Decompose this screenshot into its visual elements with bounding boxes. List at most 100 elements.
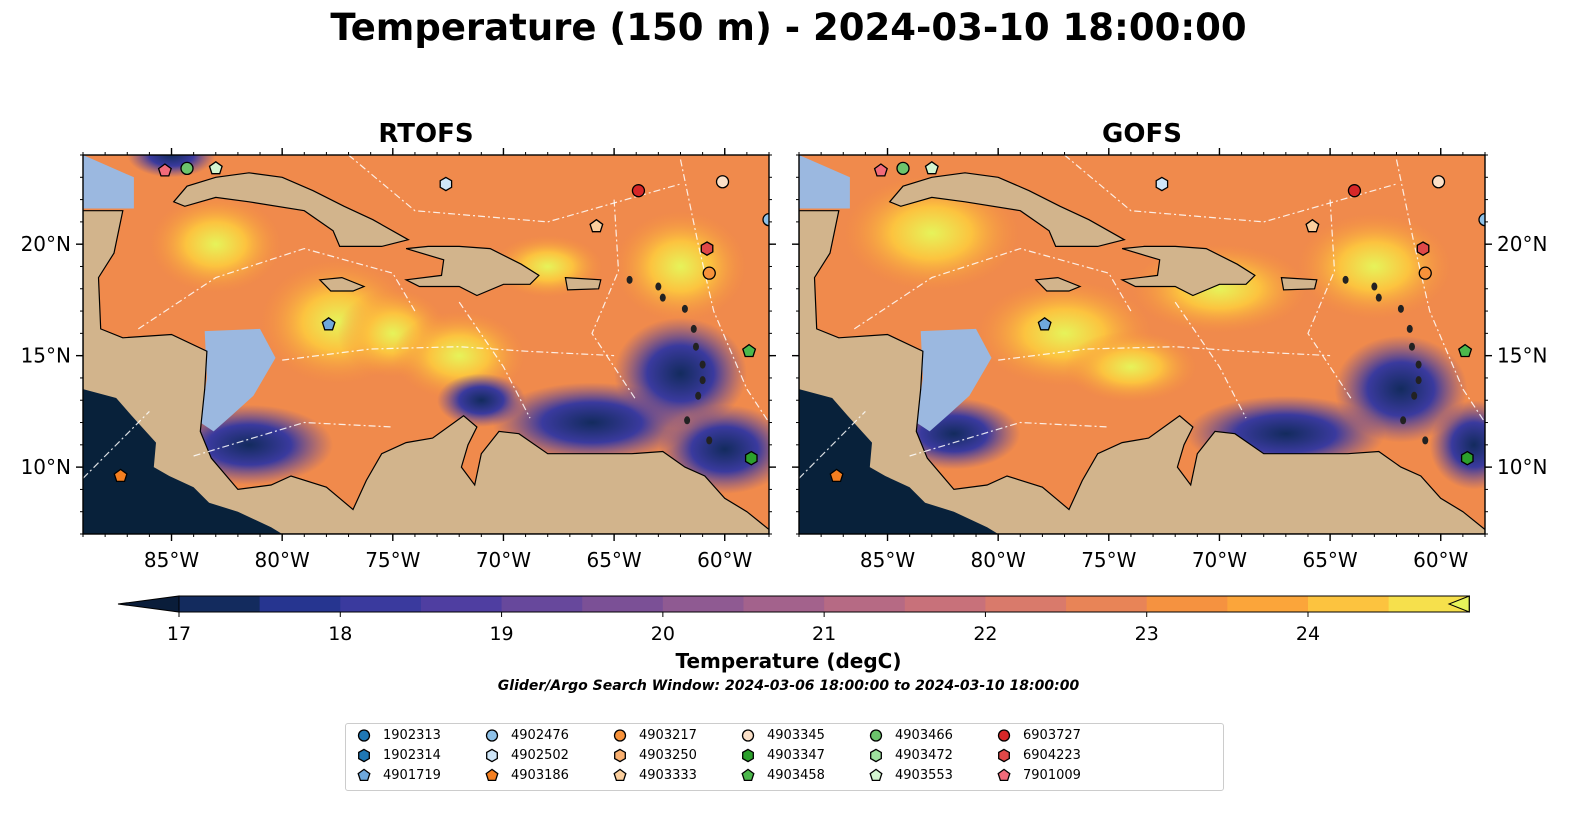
circle-marker-icon xyxy=(741,729,755,742)
legend-label: 4901719 xyxy=(383,767,441,783)
eez-boundary-gofs-5 xyxy=(909,421,1109,457)
float-gofs-6904223 xyxy=(1416,241,1430,256)
float-rtofs-4902502 xyxy=(439,176,453,192)
lon-tick-label: 70°W xyxy=(1192,548,1247,572)
float-rtofs-6903727 xyxy=(631,184,646,198)
island-rtofs-1 xyxy=(690,324,697,333)
colorbar-bin xyxy=(904,596,986,612)
warm-eddy-rtofs-4 xyxy=(614,210,747,323)
lon-tick-label: 80°W xyxy=(971,548,1026,572)
float-rtofs-4903345 xyxy=(715,175,730,189)
eez-boundary-gofs-4 xyxy=(1395,159,1485,423)
colorbar-bin xyxy=(259,596,341,612)
float-gofs-4903186 xyxy=(829,468,844,483)
eez-boundary-rtofs-3 xyxy=(591,199,637,401)
circle-marker-icon xyxy=(997,729,1011,742)
legend-item-4903333: 4903333 xyxy=(612,766,697,784)
legend-item-4903186: 4903186 xyxy=(484,766,569,784)
float-gofs-4903217 xyxy=(1418,266,1432,280)
legend-item-4903345: 4903345 xyxy=(740,726,825,744)
legend-marker xyxy=(741,768,755,782)
eez-boundary-gofs-3 xyxy=(1307,199,1353,401)
panel-title-gofs: GOFS xyxy=(1102,119,1182,149)
lon-tick-label: 65°W xyxy=(1302,548,1357,572)
float-gofs-7901009 xyxy=(873,163,888,177)
eez-boundary-gofs-6 xyxy=(799,410,866,479)
legend-item-1902313: 1902313 xyxy=(356,726,441,744)
colorbar-bin xyxy=(743,596,825,612)
legend-marker xyxy=(742,748,754,763)
legend-label: 4903553 xyxy=(895,767,953,783)
island-rtofs-9 xyxy=(655,282,662,291)
eez-boundary-rtofs-1 xyxy=(282,346,615,361)
island-rtofs-8 xyxy=(626,275,633,284)
colorbar-bin xyxy=(662,596,744,612)
legend-item-6904223: 6904223 xyxy=(996,746,1081,764)
map-frame xyxy=(82,154,770,535)
float-gofs-4902476 xyxy=(1478,213,1485,227)
legend-label: 4903466 xyxy=(895,727,953,743)
float-rtofs-4903553 xyxy=(208,161,223,175)
colorbar-bin xyxy=(1308,596,1390,612)
hexagon-marker-icon xyxy=(742,748,754,763)
lon-tick-label: 85°W xyxy=(860,548,915,572)
colorbar-bin xyxy=(824,596,906,612)
cool-eddy-rtofs-8 xyxy=(614,317,747,430)
legend-item-4903217: 4903217 xyxy=(612,726,697,744)
colorbar-tick-label: 24 xyxy=(1296,623,1320,645)
island-rtofs-6 xyxy=(684,416,691,425)
float-rtofs-4903186 xyxy=(113,468,128,483)
legend-marker xyxy=(997,768,1011,782)
colorbar-bin xyxy=(1066,596,1148,612)
island-gofs-9 xyxy=(1371,282,1378,291)
legend-marker xyxy=(869,729,883,742)
float-rtofs-4903458 xyxy=(742,343,757,358)
legend-label: 4903217 xyxy=(639,727,697,743)
colorbar-bin xyxy=(1146,596,1228,612)
map-panel-gofs: 85°W 80°W 75°W 70°W 65°W 60°W 10°N 15°N 20°N xyxy=(792,148,1547,572)
shelf-yucatan xyxy=(83,155,134,209)
search-window-note: Glider/Argo Search Window: 2024-03-06 18… xyxy=(497,678,1080,694)
land-hispaniola xyxy=(1120,245,1256,297)
hexagon-marker-icon xyxy=(358,748,370,763)
legend-item-4903250: 4903250 xyxy=(612,746,697,764)
hexagon-marker-icon xyxy=(998,748,1010,763)
pentagon-marker-icon xyxy=(869,768,883,782)
colorbar-extend-low xyxy=(117,595,180,613)
legend-label: 1902314 xyxy=(383,747,441,763)
land-jamaica xyxy=(1034,276,1082,292)
lat-tick-label: 10°N xyxy=(1497,455,1547,479)
circle-marker-icon xyxy=(613,729,627,742)
lat-tick-label: 20°N xyxy=(1497,232,1547,256)
pentagon-marker-icon xyxy=(741,768,755,782)
float-gofs-4903347 xyxy=(1460,450,1474,466)
shelf-nicaragua xyxy=(200,328,276,432)
lon-tick-label: 85°W xyxy=(144,548,199,572)
island-gofs-7 xyxy=(1422,436,1429,445)
island-gofs-10 xyxy=(1375,293,1382,302)
island-rtofs-0 xyxy=(681,304,688,313)
eez-boundary-rtofs-2 xyxy=(458,301,531,419)
cool-eddy-rtofs-10 xyxy=(437,373,526,427)
float-gofs-4902502 xyxy=(1155,176,1169,192)
pentagon-marker-icon xyxy=(357,768,371,782)
lon-tick-label: 70°W xyxy=(476,548,531,572)
land-jamaica xyxy=(318,276,366,292)
legend-item-4901719: 4901719 xyxy=(356,766,441,784)
legend-marker xyxy=(357,768,371,782)
eez-boundary-gofs-7 xyxy=(1064,155,1397,223)
float-gofs-4903466 xyxy=(896,161,910,176)
island-rtofs-4 xyxy=(699,376,706,385)
float-rtofs-4901719 xyxy=(321,316,336,331)
eez-boundary-rtofs-0 xyxy=(137,247,416,330)
colorbar-tick-label: 21 xyxy=(812,623,836,645)
float-gofs-4903458 xyxy=(1458,343,1473,358)
lon-tick-label: 75°W xyxy=(1081,548,1136,572)
legend-marker xyxy=(998,748,1010,763)
legend-marker xyxy=(485,768,499,782)
hexagon-marker-icon xyxy=(870,748,882,763)
land-hispaniola xyxy=(404,245,540,297)
legend-label: 1902313 xyxy=(383,727,441,743)
island-gofs-4 xyxy=(1415,376,1422,385)
lon-tick-label: 65°W xyxy=(586,548,641,572)
